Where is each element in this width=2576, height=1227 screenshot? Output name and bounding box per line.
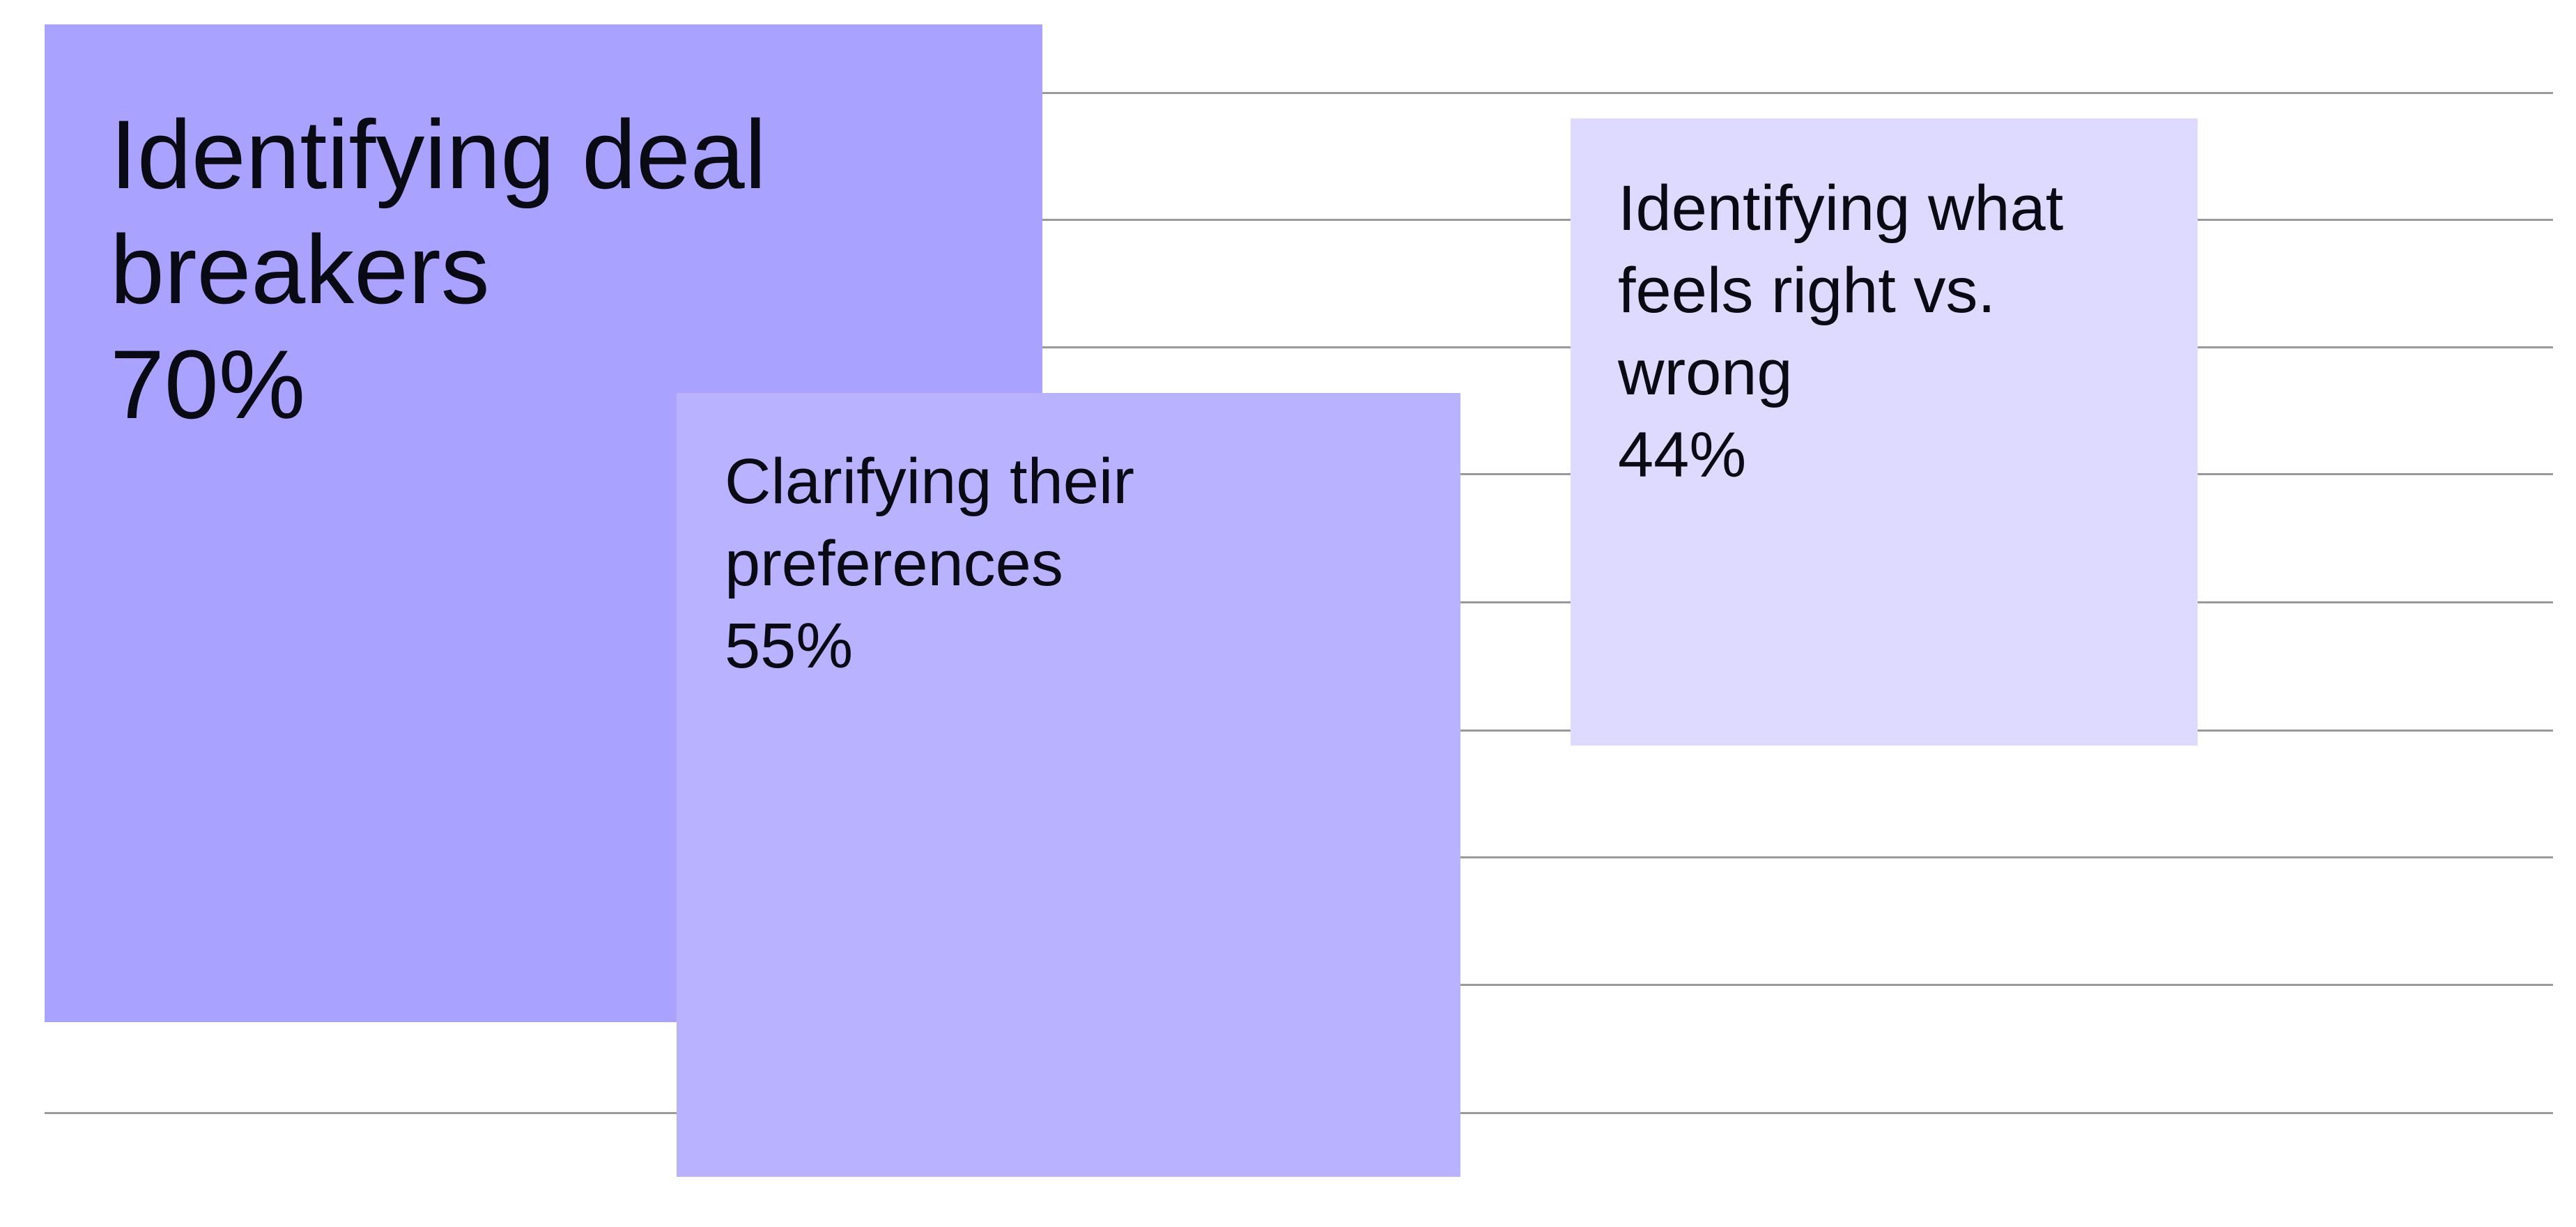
rule: [45, 219, 2553, 221]
category-label: Identifying what feels right vs. wrong: [1618, 173, 2064, 408]
category-label: Identifying deal breakers: [110, 100, 766, 324]
value-label: 55%: [725, 610, 854, 681]
rule: [45, 346, 2553, 348]
value-label: 70%: [110, 330, 306, 439]
square: Clarifying their preferences 55%: [677, 393, 1460, 1177]
value-label: 44%: [1618, 419, 1747, 491]
rule: [45, 92, 2553, 94]
square: Identifying what feels right vs. wrong 44…: [1571, 118, 2198, 746]
category-label: Clarifying their preferences: [725, 446, 1134, 599]
